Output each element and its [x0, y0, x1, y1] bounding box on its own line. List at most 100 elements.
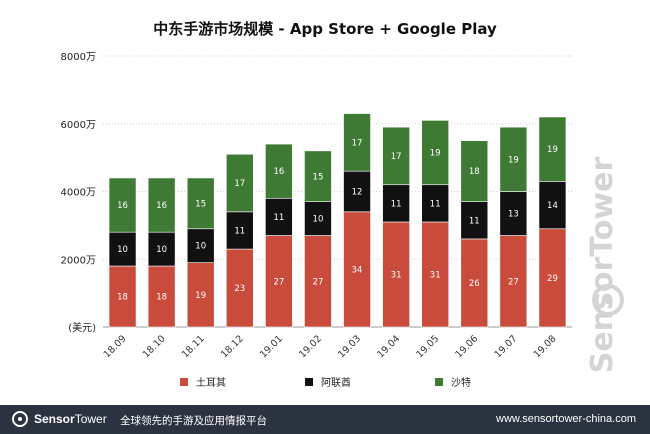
data-label: 34 — [352, 265, 363, 275]
data-label: 19 — [195, 291, 206, 301]
bar-segment — [225, 248, 254, 328]
bar-segment — [421, 120, 450, 186]
x-axis: 18.09 18.10 18.11 18.12 19.01 19.02 19.03 19.04… — [102, 333, 559, 360]
data-label: 12 — [352, 188, 363, 198]
bar-segment — [460, 201, 489, 240]
y-tick-label: 4000万 — [61, 188, 96, 199]
bar-segment — [304, 150, 332, 202]
data-label: 31 — [391, 270, 402, 280]
data-label: 11 — [234, 226, 245, 236]
bar-segment — [225, 153, 254, 213]
bar-segment — [538, 228, 567, 328]
legend-label: 沙特 — [451, 377, 471, 389]
x-tick-label: 19.03 — [336, 333, 363, 360]
x-tick-label: 18.10 — [141, 333, 168, 360]
footer-brand: SensorTower — [34, 412, 107, 426]
x-tick-label: 19.04 — [375, 333, 402, 360]
bar-segment — [265, 235, 293, 328]
chart-title: 中东手游市场规模 - App Store + Google Play — [153, 20, 497, 38]
bar-segment — [265, 197, 293, 236]
bar-segment — [304, 235, 332, 328]
x-tick-label: 18.11 — [180, 333, 207, 360]
bar-segment — [108, 177, 137, 233]
chart: 中东手游市场规模 - App Store + Google Play 2000万… — [61, 20, 624, 389]
data-label: 16 — [273, 167, 284, 177]
legend-label: 阿联酋 — [321, 376, 351, 389]
data-label: 16 — [156, 201, 167, 211]
footer-slogan: 全球领先的手游及应用情报平台 — [120, 415, 267, 427]
x-tick-label: 18.09 — [102, 333, 129, 360]
data-label: 14 — [547, 201, 558, 211]
bar-segment — [538, 116, 567, 182]
bar-segment — [538, 181, 567, 230]
data-label: 27 — [508, 277, 519, 287]
data-label: 31 — [430, 270, 441, 280]
data-label: 17 — [391, 152, 402, 162]
data-label: 29 — [547, 274, 558, 284]
brand-part1: Sensor — [34, 412, 75, 426]
data-label: 11 — [391, 199, 402, 209]
bar-segment — [186, 177, 215, 230]
footer-url[interactable]: www.sensortower-china.com — [496, 413, 636, 425]
data-label: 19 — [430, 149, 441, 159]
bar-segment — [343, 211, 371, 328]
x-tick-label: 19.05 — [414, 333, 441, 360]
watermark-text: SensorTower — [585, 157, 620, 374]
y-axis: 2000万 4000万 6000万 8000万 (美元) — [61, 52, 97, 334]
bar-segment — [108, 231, 137, 267]
data-label: 17 — [234, 179, 245, 189]
data-label: 11 — [273, 213, 284, 223]
data-label: 15 — [195, 199, 206, 209]
bar-segment — [421, 221, 450, 328]
watermark-logo-icon — [592, 284, 624, 316]
bar-segment — [186, 228, 215, 263]
bar-segment — [304, 201, 332, 236]
x-tick-label: 19.06 — [453, 333, 480, 360]
bar-segment — [108, 265, 137, 328]
data-label: 10 — [156, 245, 167, 255]
bar-segment — [147, 177, 176, 233]
data-label: 16 — [117, 201, 128, 211]
legend-swatch — [180, 378, 188, 386]
grid-lines — [103, 55, 572, 328]
data-label: 27 — [273, 277, 284, 287]
bar-segment — [382, 184, 410, 223]
brand-part2: Tower — [74, 412, 107, 426]
data-label: 23 — [234, 284, 245, 294]
y-axis-label: (美元) — [68, 321, 96, 334]
data-label: 19 — [547, 145, 558, 155]
bar-segment — [382, 126, 410, 186]
x-tick-label: 19.01 — [258, 333, 285, 360]
legend-swatch — [435, 378, 443, 386]
data-label: 10 — [117, 245, 128, 255]
bar-segment — [186, 262, 215, 328]
x-tick-label: 18.12 — [219, 333, 246, 360]
data-label: 19 — [508, 155, 519, 165]
bar-segment — [499, 191, 528, 236]
data-label: 10 — [313, 215, 324, 225]
bar-segment — [382, 221, 410, 328]
legend: 土耳其 阿联酋 沙特 — [180, 376, 471, 389]
data-label: 26 — [469, 279, 480, 289]
data-label: 15 — [313, 172, 324, 182]
bar-segment — [421, 184, 450, 223]
data-label: 13 — [508, 210, 519, 220]
y-tick-label: 2000万 — [61, 255, 96, 266]
sensortower-logo-icon — [12, 411, 28, 427]
x-tick-label: 19.02 — [297, 333, 324, 360]
bar-segment — [343, 113, 371, 172]
data-label: 17 — [352, 138, 363, 148]
legend-label: 土耳其 — [196, 376, 226, 389]
x-tick-label: 19.07 — [492, 333, 519, 360]
data-label: 18 — [156, 293, 167, 303]
bar-segment — [460, 140, 489, 202]
data-label: 11 — [469, 216, 480, 226]
x-tick-label: 19.08 — [532, 333, 559, 360]
data-label: 10 — [195, 242, 206, 252]
bar-segment — [343, 170, 371, 213]
bar-segment — [499, 235, 528, 328]
bars: 18 10 16 18 10 16 19 10 15 23 11 17 27 11 16 27 10 15 34 12… — [108, 113, 567, 328]
bar-segment — [499, 126, 528, 192]
footer-bar: SensorTower 全球领先的手游及应用情报平台 www.sensortow… — [0, 405, 650, 434]
y-tick-label: 6000万 — [61, 120, 96, 131]
